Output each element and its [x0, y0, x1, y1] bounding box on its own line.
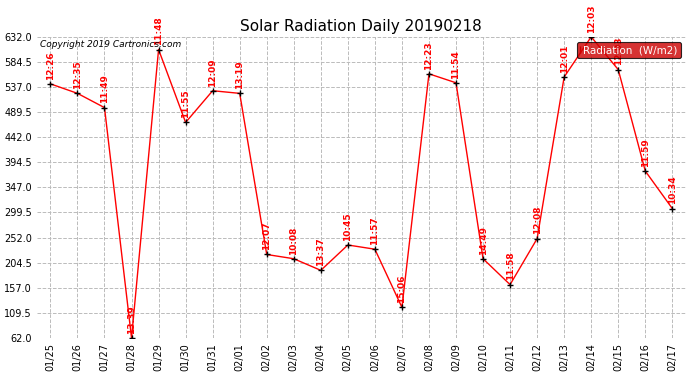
- Text: 11:59: 11:59: [641, 138, 650, 167]
- Text: 11:49: 11:49: [100, 75, 109, 104]
- Text: 12:23: 12:23: [424, 41, 433, 70]
- Text: 12:26: 12:26: [46, 51, 55, 80]
- Text: 13:37: 13:37: [316, 237, 325, 266]
- Text: 11:57: 11:57: [371, 216, 380, 245]
- Title: Solar Radiation Daily 20190218: Solar Radiation Daily 20190218: [241, 19, 482, 34]
- Text: 10:34: 10:34: [668, 176, 677, 204]
- Text: 11:48: 11:48: [154, 16, 163, 45]
- Text: 13:19: 13:19: [235, 60, 244, 89]
- Text: 11:55: 11:55: [181, 90, 190, 118]
- Text: 12:01: 12:01: [560, 44, 569, 73]
- Text: 12:08: 12:08: [533, 206, 542, 234]
- Text: Copyright 2019 Cartronics.com: Copyright 2019 Cartronics.com: [40, 40, 181, 49]
- Text: 12:07: 12:07: [262, 222, 271, 251]
- Text: 11:54: 11:54: [451, 50, 460, 79]
- Legend: Radiation  (W/m2): Radiation (W/m2): [577, 42, 680, 58]
- Text: 10:45: 10:45: [344, 212, 353, 241]
- Text: 14:49: 14:49: [479, 225, 488, 255]
- Text: 12:03: 12:03: [613, 37, 623, 65]
- Text: 12:35: 12:35: [73, 61, 82, 89]
- Text: 10:08: 10:08: [289, 226, 298, 255]
- Text: 12:09: 12:09: [208, 58, 217, 87]
- Text: 13:39: 13:39: [127, 305, 136, 334]
- Text: 11:58: 11:58: [506, 252, 515, 280]
- Text: 15:06: 15:06: [397, 274, 406, 303]
- Text: 12:03: 12:03: [586, 4, 595, 33]
